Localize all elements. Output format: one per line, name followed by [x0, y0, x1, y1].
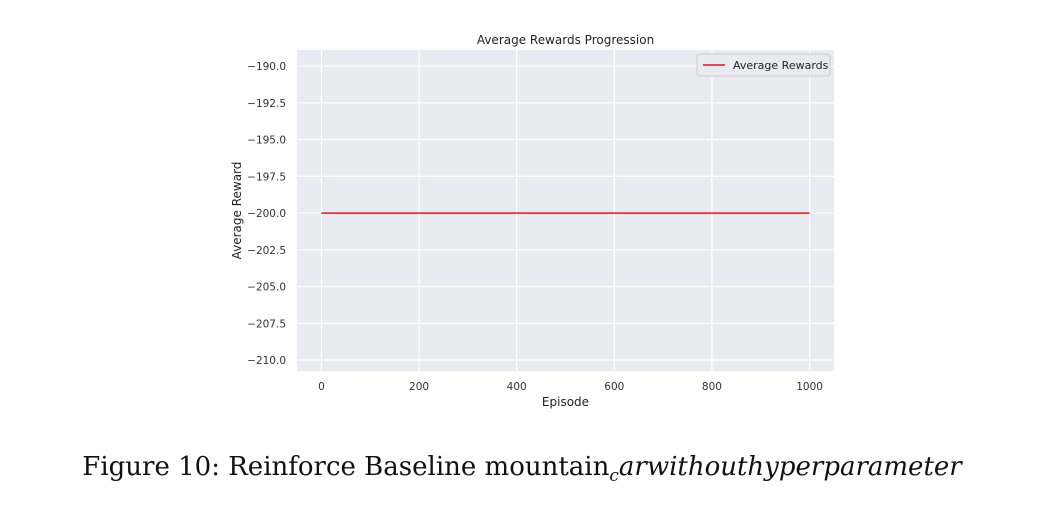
y-tick-label: −197.5: [247, 171, 286, 183]
y-tick-label: −207.5: [247, 318, 286, 330]
chart-title: Average Rewards Progression: [477, 33, 654, 47]
y-axis-label: Average Reward: [230, 162, 244, 260]
y-tick-label: −195.0: [247, 135, 286, 147]
y-tick-labels: −190.0 −192.5 −195.0 −197.5 −200.0 −202.5 −205…: [247, 61, 286, 367]
caption-italic: arwithouthyperparameter: [618, 452, 962, 482]
caption-label: Figure 10:: [82, 452, 220, 482]
y-tick-label: −202.5: [247, 245, 286, 257]
y-tick-label: −192.5: [247, 98, 286, 110]
x-tick-labels: 0 200 400 600 800 1000: [318, 381, 823, 393]
caption-subscript: c: [609, 466, 619, 486]
y-tick-label: −200.0: [247, 208, 286, 220]
x-tick-label: 0: [318, 381, 325, 393]
y-tick-label: −210.0: [247, 355, 286, 367]
legend-box: [696, 53, 831, 77]
plot-area: [297, 50, 834, 371]
x-tick-label: 200: [409, 381, 429, 393]
y-tick-label: −190.0: [247, 61, 286, 73]
x-axis-label: Episode: [542, 395, 589, 409]
y-tick-label: −205.0: [247, 282, 286, 294]
chart: −190.0 −192.5 −195.0 −197.5 −200.0 −202.5 −205…: [230, 33, 834, 409]
legend-label: Average Rewards: [733, 59, 829, 72]
figure-caption: Figure 10: Reinforce Baseline mountainca…: [0, 452, 1044, 486]
x-tick-label: 600: [604, 381, 624, 393]
caption-main: Reinforce Baseline mountain: [228, 452, 610, 482]
x-tick-label: 1000: [796, 381, 823, 393]
legend: Average Rewards: [696, 53, 831, 77]
x-tick-label: 400: [507, 381, 527, 393]
x-tick-label: 800: [702, 381, 722, 393]
